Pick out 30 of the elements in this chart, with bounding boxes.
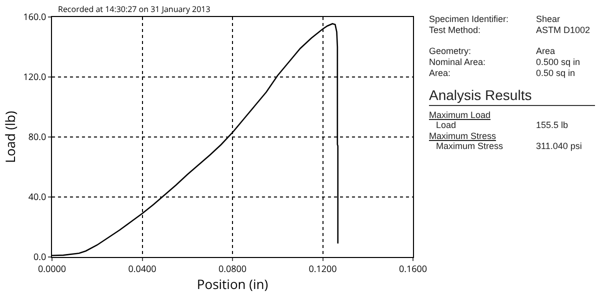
text: Geometry: (429, 46, 472, 56)
y-tick-label: 80.0 (28, 130, 46, 144)
x-axis-title: Position (in) (196, 274, 268, 293)
y-axis-title: Load (lb) (1, 110, 20, 164)
y-tick-label: 40.0 (28, 190, 46, 204)
x-tick-label: 0.0400 (128, 262, 156, 275)
text: Area: (429, 68, 451, 78)
text: 155.5 lb (536, 120, 568, 130)
y-tick-label: 120.0 (23, 70, 46, 84)
text: Test Method: (429, 25, 481, 35)
text: ASTM D1002 (536, 25, 590, 35)
x-tick-label: 0.0000 (38, 262, 66, 275)
text: Shear (536, 14, 560, 24)
text: Load (436, 120, 456, 130)
text: Maximum Load (429, 110, 491, 120)
y-tick-label: 0.0 (34, 250, 46, 264)
y-tick-label: 160.0 (23, 10, 46, 24)
text: 0.500 sq in (536, 57, 580, 67)
text: 311.040 psi (536, 141, 582, 151)
x-tick-label: 0.1200 (308, 262, 337, 275)
x-tick-label: 0.1600 (398, 262, 428, 275)
text: Area (536, 46, 556, 56)
text: Maximum Stress (436, 141, 504, 151)
text: Maximum Stress (429, 131, 496, 141)
x-tick-label: 0.0800 (218, 262, 247, 275)
text: 0.50 sq in (536, 68, 576, 78)
text: Specimen Identifier: (429, 14, 509, 24)
text: Recorded at 14:30:27 on 31 January 2013 (58, 4, 211, 15)
text: Nominal Area: (429, 57, 486, 67)
text: Analysis Results (429, 87, 532, 103)
